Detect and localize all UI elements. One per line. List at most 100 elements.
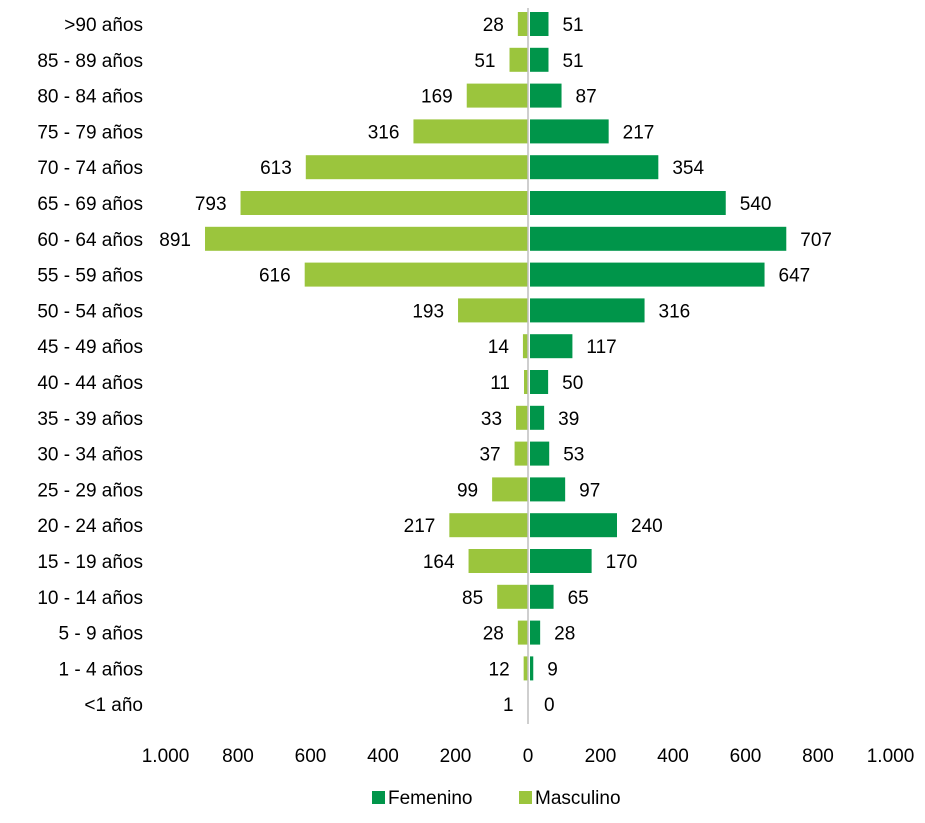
bar-masculino — [515, 442, 528, 466]
category-label: 70 - 74 años — [37, 158, 143, 179]
bar-masculino — [516, 406, 528, 430]
bar-masculino — [492, 477, 528, 501]
legend-label-masculino: Masculino — [535, 788, 621, 809]
bar-femenino — [530, 513, 617, 537]
category-label: 55 - 59 años — [37, 266, 143, 287]
data-label-masculino: 99 — [457, 480, 478, 501]
category-label: 40 - 44 años — [37, 373, 143, 394]
data-label-femenino: 97 — [579, 480, 600, 501]
data-label-femenino: 87 — [576, 87, 597, 108]
bar-femenino — [530, 621, 540, 645]
bar-femenino — [530, 442, 549, 466]
category-label: 10 - 14 años — [37, 588, 143, 609]
x-tick-label: 800 — [222, 746, 254, 767]
legend-swatch-masculino — [519, 791, 532, 804]
data-label-masculino: 51 — [474, 51, 495, 72]
category-label: 75 - 79 años — [37, 122, 143, 143]
bar-masculino — [306, 155, 528, 179]
data-label-femenino: 51 — [562, 15, 583, 36]
data-label-femenino: 217 — [623, 122, 655, 143]
bar-masculino — [449, 513, 528, 537]
data-label-masculino: 616 — [259, 266, 291, 287]
x-tick-label: 600 — [730, 746, 762, 767]
bar-masculino — [205, 227, 528, 251]
x-tick-label: 400 — [657, 746, 689, 767]
data-label-femenino: 170 — [606, 552, 638, 573]
x-tick-label: 800 — [802, 746, 834, 767]
data-label-femenino: 117 — [586, 337, 616, 358]
data-label-femenino: 316 — [659, 301, 691, 322]
data-label-femenino: 354 — [672, 158, 704, 179]
category-label: 80 - 84 años — [37, 87, 143, 108]
data-label-femenino: 28 — [554, 624, 575, 645]
bar-femenino — [530, 155, 658, 179]
data-label-femenino: 540 — [740, 194, 772, 215]
category-label: 60 - 64 años — [37, 230, 143, 251]
category-label: >90 años — [64, 15, 143, 36]
data-label-masculino: 85 — [462, 588, 483, 609]
data-label-femenino: 50 — [562, 373, 583, 394]
data-label-femenino: 53 — [563, 445, 584, 466]
data-label-masculino: 217 — [404, 516, 436, 537]
bar-masculino — [241, 191, 528, 215]
bar-masculino — [413, 119, 528, 143]
x-tick-label: 0 — [523, 746, 534, 767]
bar-femenino — [530, 370, 548, 394]
data-label-masculino: 28 — [483, 624, 504, 645]
bar-masculino — [497, 585, 528, 609]
data-label-masculino: 12 — [489, 659, 510, 680]
bar-femenino — [530, 477, 565, 501]
bar-femenino — [530, 549, 592, 573]
data-label-masculino: 316 — [368, 122, 400, 143]
data-label-femenino: 240 — [631, 516, 663, 537]
data-label-masculino: 164 — [423, 552, 455, 573]
bar-femenino — [530, 585, 554, 609]
category-label: 45 - 49 años — [37, 337, 143, 358]
bar-femenino — [530, 12, 548, 36]
bar-masculino — [467, 84, 528, 108]
data-label-masculino: 193 — [412, 301, 444, 322]
bar-masculino — [305, 263, 528, 287]
bar-femenino — [530, 119, 609, 143]
category-label: 65 - 69 años — [37, 194, 143, 215]
bar-femenino — [530, 48, 548, 72]
data-label-femenino: 51 — [562, 51, 583, 72]
x-tick-label: 1.000 — [142, 746, 190, 767]
bar-femenino — [530, 298, 645, 322]
category-label: 30 - 34 años — [37, 445, 143, 466]
data-label-femenino: 39 — [558, 409, 579, 430]
x-tick-label: 600 — [295, 746, 327, 767]
bar-femenino — [530, 191, 726, 215]
x-tick-label: 200 — [585, 746, 617, 767]
data-label-masculino: 169 — [421, 87, 453, 108]
category-label: 1 - 4 años — [59, 659, 144, 680]
bar-masculino — [518, 12, 528, 36]
data-label-masculino: 891 — [159, 230, 191, 251]
category-label: 85 - 89 años — [37, 51, 143, 72]
bar-femenino — [530, 656, 533, 680]
bar-femenino — [530, 334, 572, 358]
bar-femenino — [530, 263, 765, 287]
bar-femenino — [530, 227, 786, 251]
legend-swatch-femenino — [372, 791, 385, 804]
data-label-femenino: 65 — [568, 588, 589, 609]
data-label-femenino: 707 — [800, 230, 832, 251]
legend-label-femenino: Femenino — [388, 788, 473, 809]
data-label-femenino: 0 — [544, 695, 555, 716]
bar-masculino — [518, 621, 528, 645]
data-label-masculino: 14 — [488, 337, 510, 358]
category-label: 20 - 24 años — [37, 516, 143, 537]
data-label-femenino: 647 — [779, 266, 811, 287]
category-label: 15 - 19 años — [37, 552, 143, 573]
bar-femenino — [530, 406, 544, 430]
bar-masculino — [510, 48, 528, 72]
bar-masculino — [458, 298, 528, 322]
category-label: 50 - 54 años — [37, 301, 143, 322]
data-label-masculino: 613 — [260, 158, 292, 179]
bar-masculino — [523, 334, 528, 358]
x-tick-label: 1.000 — [867, 746, 915, 767]
data-label-masculino: 11 — [490, 373, 510, 394]
data-label-masculino: 33 — [481, 409, 502, 430]
